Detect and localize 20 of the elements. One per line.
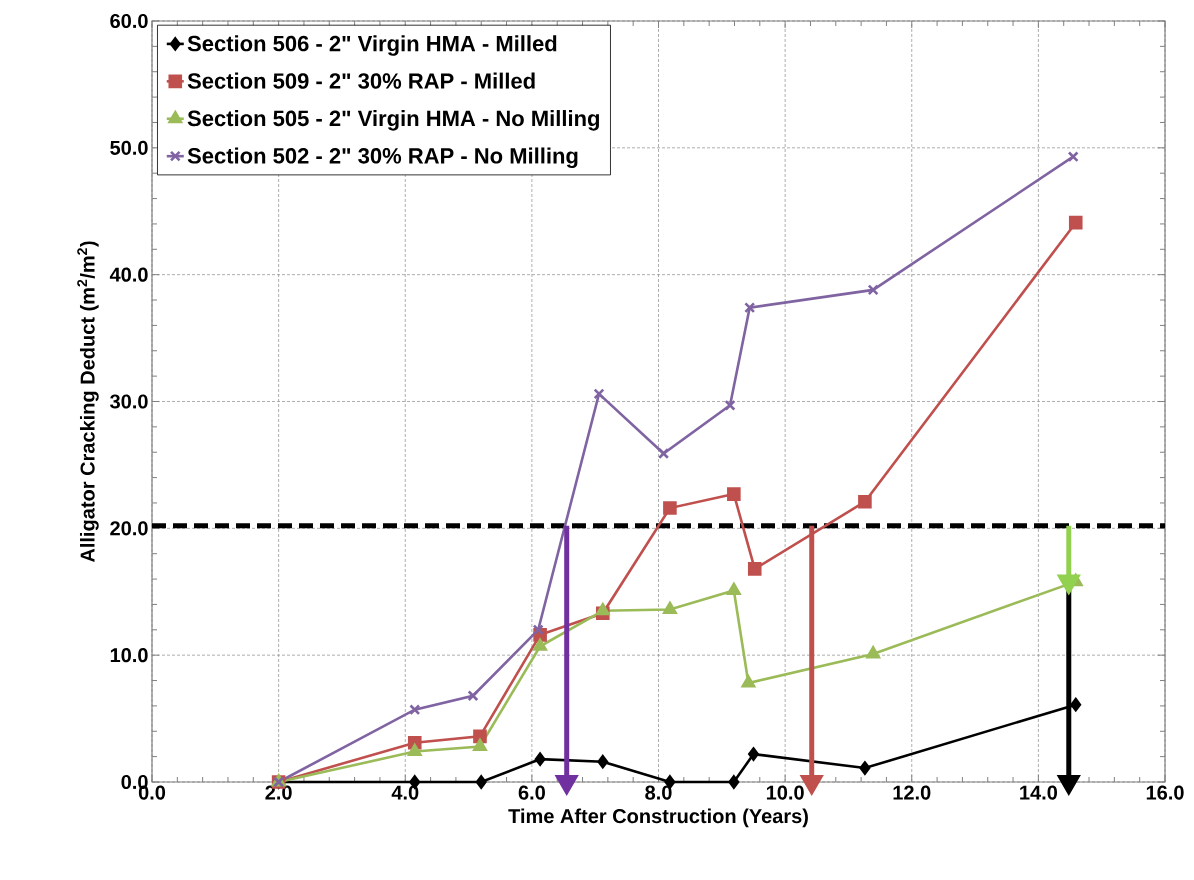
y-tick-label: 30.0	[110, 394, 148, 409]
x-tick-label: 16.0	[1146, 785, 1184, 800]
x-tick-label: 12.0	[893, 785, 931, 800]
y-tick-label: 20.0	[110, 521, 148, 536]
y-tick-label: 60.0	[110, 13, 148, 29]
y-axis-title: Alligator Cracking Deduct (m$^{2}$/m$^{2}$)	[77, 241, 99, 563]
x-tick-label: 10.0	[766, 785, 804, 800]
x-tick-label: 2.0	[265, 785, 292, 800]
legend-label: Section 505 - 2" Virgin HMA - No Milling	[187, 110, 599, 131]
x-tick-label: 4.0	[391, 785, 419, 800]
y-tick-label: 40.0	[109, 267, 148, 282]
x-tick-label: 14.0	[1020, 785, 1058, 800]
x-tick-label: 6.0	[518, 785, 545, 800]
y-tick-label: 10.0	[110, 648, 148, 663]
x-tick-label: 8.0	[645, 785, 672, 800]
legend-label: Section 506 - 2" Virgin HMA - Milled	[187, 35, 557, 56]
x-axis-title: Time After Construction (Years)	[508, 808, 808, 828]
legend-label: Section 509 - 2" 30% RAP - Milled	[187, 72, 535, 89]
legend-label: Section 502 - 2" 30% RAP - No Milling	[187, 147, 578, 169]
y-tick-label: 50.0	[110, 140, 148, 155]
